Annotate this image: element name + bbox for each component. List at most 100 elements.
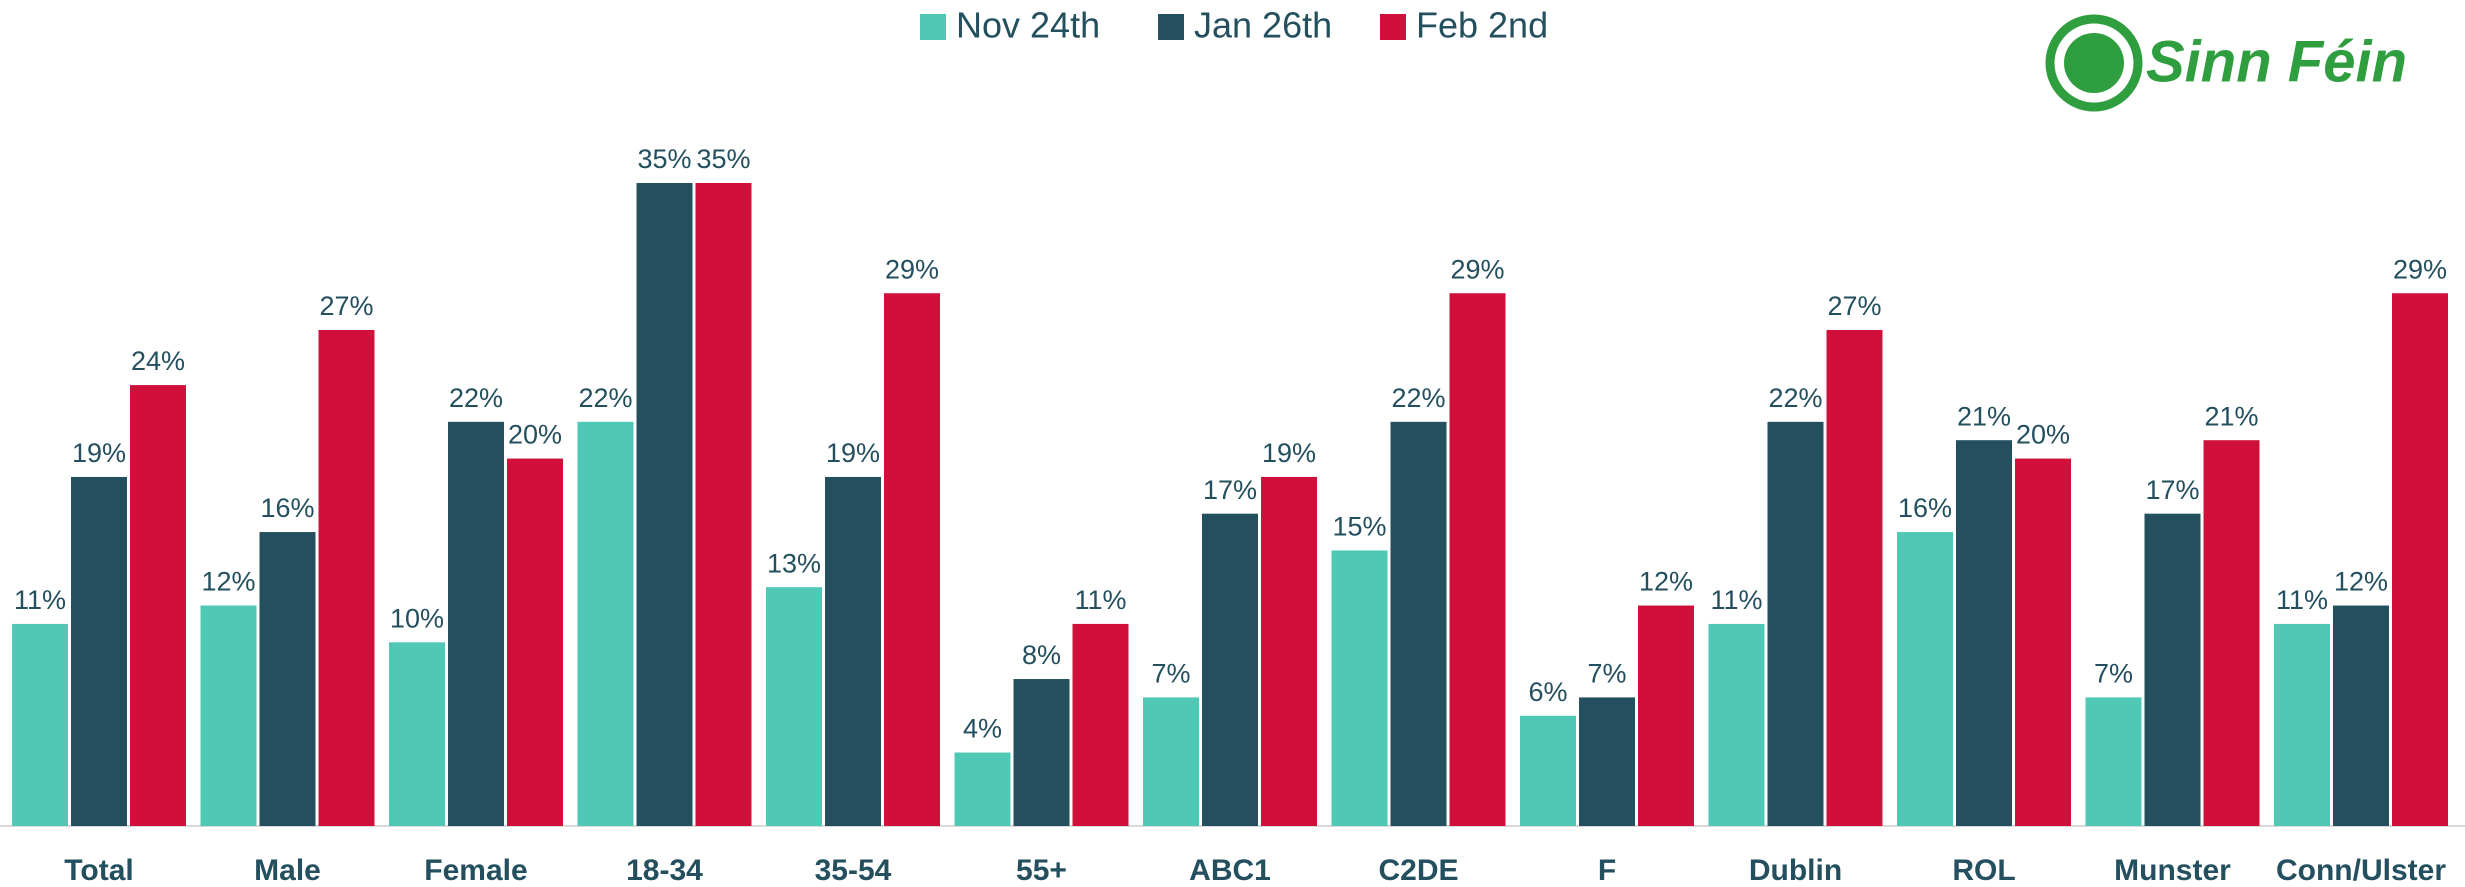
- bar: [1826, 329, 1883, 826]
- value-label: 6%: [1528, 677, 1567, 707]
- value-label: 12%: [1639, 567, 1693, 597]
- bar: [259, 532, 316, 826]
- bar: [130, 385, 186, 826]
- bar: [695, 183, 752, 826]
- value-label: 19%: [826, 438, 880, 468]
- value-label: 22%: [1768, 383, 1822, 413]
- value-label: 22%: [578, 383, 632, 413]
- value-label: 17%: [2145, 475, 2199, 505]
- bar: [1897, 532, 1953, 826]
- value-label: 19%: [72, 438, 126, 468]
- bar: [1072, 623, 1129, 826]
- bar: [1579, 697, 1635, 826]
- bar: [507, 458, 563, 826]
- value-label: 22%: [1391, 383, 1445, 413]
- x-tick-label: Conn/Ulster: [2276, 854, 2446, 887]
- value-label: 29%: [885, 254, 939, 284]
- bar: [1449, 293, 1506, 826]
- value-label: 20%: [2016, 420, 2070, 450]
- x-tick-label: F: [1598, 854, 1616, 887]
- x-tick-label: 18-34: [626, 854, 703, 887]
- logo-emblem: [2064, 33, 2124, 93]
- bar: [954, 752, 1011, 826]
- value-label: 7%: [2094, 659, 2133, 689]
- value-label: 24%: [131, 346, 185, 376]
- bar: [2015, 458, 2071, 826]
- bar: [766, 587, 822, 826]
- value-label: 27%: [319, 291, 373, 321]
- bar: [2085, 697, 2142, 826]
- value-label: 29%: [2393, 254, 2447, 284]
- bar: [2333, 605, 2389, 826]
- value-label: 12%: [2334, 567, 2388, 597]
- bar: [636, 183, 693, 826]
- bar: [1390, 421, 1447, 826]
- value-label: 21%: [2204, 401, 2258, 431]
- bar: [318, 329, 375, 826]
- value-label: 15%: [1332, 512, 1386, 542]
- value-label: 20%: [508, 420, 562, 450]
- bar: [2274, 623, 2330, 826]
- logo-text: Sinn Féin: [2146, 29, 2407, 94]
- x-tick-label: Munster: [2114, 854, 2231, 887]
- value-label: 13%: [767, 548, 821, 578]
- x-tick-label: Total: [64, 854, 133, 887]
- value-label: 22%: [449, 383, 503, 413]
- bar: [1708, 623, 1765, 826]
- bar: [1520, 715, 1576, 826]
- legend-swatch: [1158, 14, 1184, 40]
- bar: [1956, 440, 2012, 826]
- value-label: 29%: [1450, 254, 1504, 284]
- bar: [1767, 421, 1824, 826]
- legend-swatch: [1380, 14, 1406, 40]
- x-tick-label: 35-54: [815, 854, 892, 887]
- bar: [1331, 550, 1388, 826]
- value-label: 11%: [14, 585, 66, 615]
- x-tick-label: 55+: [1016, 854, 1067, 887]
- bar: [2144, 513, 2201, 826]
- value-label: 11%: [2276, 585, 2328, 615]
- bar: [448, 421, 504, 826]
- bar: [389, 642, 445, 826]
- value-label: 35%: [696, 144, 750, 174]
- bar: [2392, 293, 2448, 826]
- bar: [1261, 476, 1317, 826]
- x-tick-label: C2DE: [1378, 854, 1458, 887]
- bar: [1143, 697, 1199, 826]
- value-label: 4%: [963, 714, 1002, 744]
- x-tick-label: ROL: [1952, 854, 2015, 887]
- value-label: 7%: [1587, 659, 1626, 689]
- bar: [577, 421, 634, 826]
- value-label: 19%: [1262, 438, 1316, 468]
- bar: [71, 476, 127, 826]
- value-label: 10%: [390, 603, 444, 633]
- legend-label: Jan 26th: [1194, 5, 1332, 46]
- value-label: 16%: [1898, 493, 1952, 523]
- legend-label: Feb 2nd: [1416, 5, 1548, 46]
- value-label: 27%: [1827, 291, 1881, 321]
- bar: [884, 293, 940, 826]
- value-label: 21%: [1957, 401, 2011, 431]
- value-label: 11%: [1074, 585, 1126, 615]
- value-label: 8%: [1022, 640, 1061, 670]
- value-label: 12%: [201, 567, 255, 597]
- bar: [2203, 440, 2260, 826]
- value-label: 17%: [1203, 475, 1257, 505]
- value-label: 7%: [1151, 659, 1190, 689]
- bar: [200, 605, 257, 826]
- legend-label: Nov 24th: [956, 5, 1100, 46]
- value-label: 11%: [1710, 585, 1762, 615]
- legend-swatch: [920, 14, 946, 40]
- x-tick-label: Female: [424, 854, 527, 887]
- x-tick-label: Dublin: [1749, 854, 1842, 887]
- bar: [12, 623, 68, 826]
- bar: [1013, 679, 1070, 826]
- logo-ring: [2045, 14, 2143, 112]
- value-label: 16%: [260, 493, 314, 523]
- x-tick-label: ABC1: [1189, 854, 1271, 887]
- bar: [1638, 605, 1694, 826]
- bar: [825, 476, 881, 826]
- bar: [1202, 513, 1258, 826]
- value-label: 35%: [637, 144, 691, 174]
